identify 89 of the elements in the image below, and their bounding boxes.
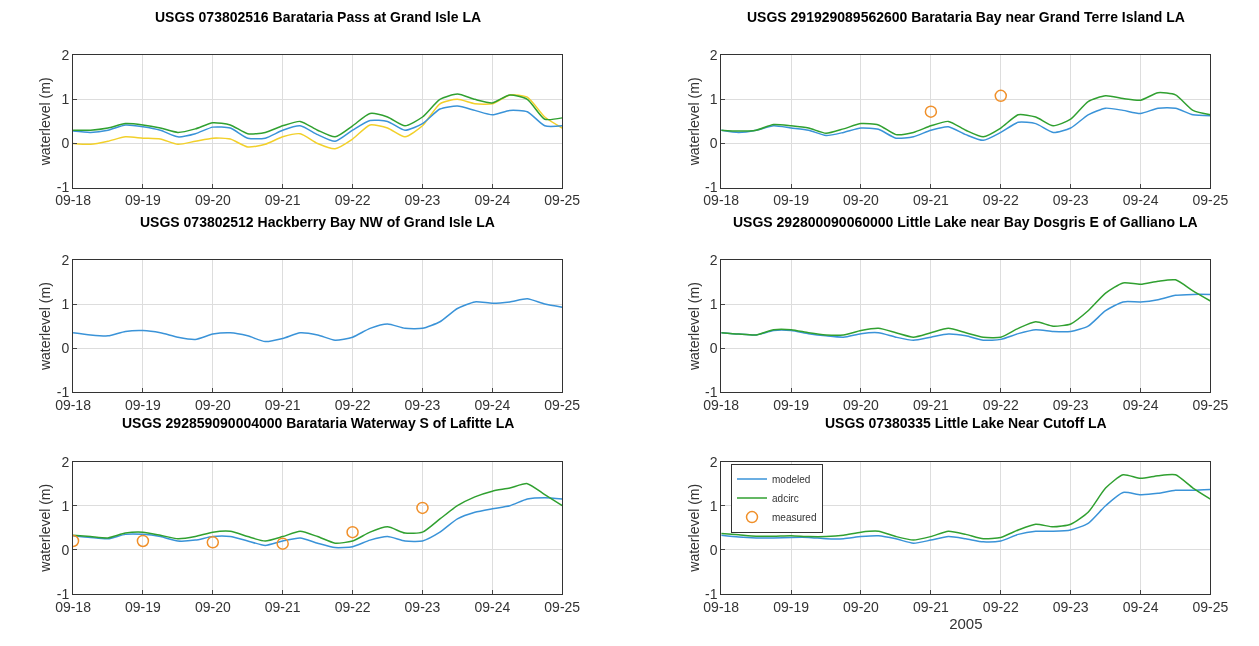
x-tick-label: 09-22: [334, 397, 371, 414]
line-series: [73, 105, 563, 142]
legend-label: measured: [772, 511, 817, 523]
chart-title: USGS 073802512 Hackberry Bay NW of Grand Isle LA: [140, 214, 495, 230]
x-tick-label: 09-20: [843, 192, 880, 209]
y-tick-label: 0: [709, 340, 718, 357]
y-tick-label: 1: [709, 497, 718, 514]
x-tick-label: 09-23: [1052, 192, 1089, 209]
y-axis-title: waterlevel (m): [37, 483, 54, 573]
x-tick-label: 09-24: [1122, 192, 1159, 209]
chart-title: USGS 292859090004000 Barataria Waterway S of Lafitte LA: [122, 415, 515, 431]
line-series: [73, 497, 563, 549]
x-tick-label: 09-19: [773, 192, 810, 209]
x-tick-label: 09-19: [125, 397, 162, 414]
y-axis-title: waterlevel (m): [37, 282, 54, 372]
line-series: [73, 93, 563, 138]
y-tick-label: 0: [61, 135, 70, 152]
line-series: [721, 488, 1211, 544]
x-tick-label: 09-21: [912, 598, 949, 615]
y-tick-label: 2: [709, 47, 718, 64]
y-tick-label: 2: [61, 251, 70, 268]
y-tick-label: 2: [61, 453, 70, 470]
line-series: [721, 278, 1211, 339]
y-tick-label: 0: [709, 541, 718, 558]
x-tick-label: 09-23: [1052, 598, 1089, 615]
x-tick-label: 09-20: [843, 598, 880, 615]
x-tick-label: 09-25: [544, 192, 581, 209]
point: [206, 536, 220, 549]
x-tick-label: 09-23: [404, 192, 441, 209]
chart-title: USGS 292800090060000 Little Lake near Bay Dosgris E of Galliano LA: [733, 214, 1198, 230]
x-tick-label: 09-25: [1192, 192, 1229, 209]
y-tick-label: 2: [61, 47, 70, 64]
x-tick-label: 09-25: [544, 598, 581, 615]
x-tick-label: 09-25: [1192, 397, 1229, 414]
x-tick-label: 09-21: [264, 192, 301, 209]
legend-label: adcirc: [772, 492, 799, 504]
x-tick-label: 09-24: [474, 598, 511, 615]
y-tick-label: 0: [709, 135, 718, 152]
x-tick-label: 09-19: [773, 397, 810, 414]
x-tick-label: 09-22: [334, 192, 371, 209]
y-tick-label: 0: [61, 340, 70, 357]
legend-label: modeled: [772, 473, 811, 485]
y-tick-label: 1: [709, 91, 718, 108]
x-tick-label: 09-24: [1122, 598, 1159, 615]
x-tick-label: 09-22: [982, 598, 1019, 615]
x-tick-label: 09-19: [125, 192, 162, 209]
chart-title: USGS 073802516 Barataria Pass at Grand Isle LA: [155, 9, 482, 25]
x-tick-label: 09-22: [334, 598, 371, 615]
y-tick-label: 1: [61, 497, 70, 514]
y-tick-label: 2: [709, 453, 718, 470]
x-tick-label: 09-25: [1192, 598, 1229, 615]
x-tick-label: 09-19: [773, 598, 810, 615]
point: [136, 534, 150, 548]
x-tick-label: 09-23: [404, 598, 441, 615]
line-series: [721, 473, 1211, 541]
x-tick-label: 09-21: [264, 598, 301, 615]
x-tick-label: 09-22: [982, 397, 1019, 414]
x-tick-label: 09-23: [1052, 397, 1089, 414]
y-tick-label: 1: [61, 91, 70, 108]
y-axis-title: waterlevel (m): [685, 282, 702, 372]
chart-title: USGS 07380335 Little Lake Near Cutoff LA: [825, 415, 1107, 431]
y-axis-title: waterlevel (m): [37, 77, 54, 167]
x-tick-label: 09-23: [404, 397, 441, 414]
y-tick-label: 1: [709, 296, 718, 312]
x-tick-label: 09-25: [544, 397, 581, 414]
point: [276, 537, 289, 550]
x-tick-label: 09-21: [264, 397, 301, 414]
point: [416, 501, 429, 515]
x-tick-label: 09-19: [125, 598, 162, 615]
y-axis-title: waterlevel (m): [685, 483, 702, 573]
y-tick-label: 2: [709, 251, 718, 268]
y-axis-title: waterlevel (m): [685, 77, 702, 167]
x-tick-label: 09-20: [843, 397, 880, 414]
x-tick-label: 09-24: [474, 192, 511, 209]
point: [346, 525, 359, 539]
line-series: [721, 91, 1211, 138]
chart-title: USGS 291929089562600 Barataria Bay near Grand Terre Island LA: [747, 9, 1185, 25]
x-tick-label: 09-20: [194, 192, 231, 209]
x-tick-label: 09-24: [1122, 397, 1159, 414]
x-tick-label: 09-21: [912, 397, 949, 414]
line-series: [73, 298, 563, 343]
x-tick-label: 09-20: [194, 598, 231, 615]
y-tick-label: 1: [61, 296, 70, 312]
x-axis-title: 2005: [949, 614, 983, 632]
x-tick-label: 09-20: [194, 397, 231, 414]
x-tick-label: 09-24: [474, 397, 511, 414]
y-tick-label: 0: [61, 541, 70, 558]
x-tick-label: 09-21: [912, 192, 949, 209]
x-tick-label: 09-22: [982, 192, 1019, 209]
